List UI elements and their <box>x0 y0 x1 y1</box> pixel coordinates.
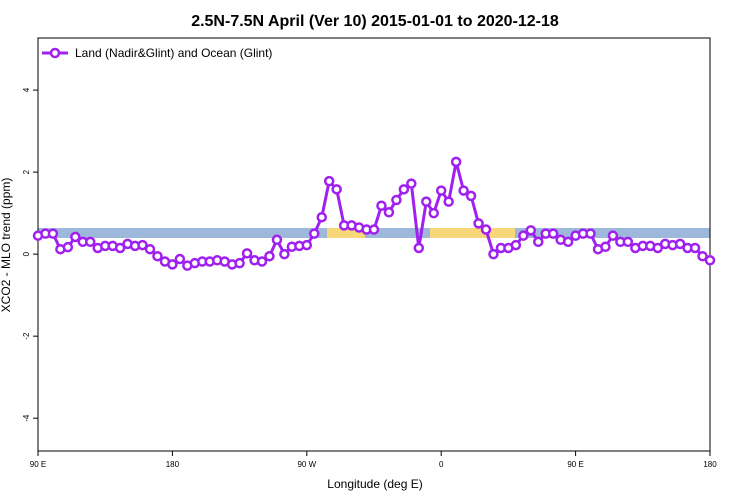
point <box>241 248 253 259</box>
plot-frame <box>37 37 711 452</box>
point <box>533 236 544 248</box>
x-tick-label: 90 E <box>30 460 46 469</box>
land-strip <box>327 228 365 238</box>
point <box>391 194 402 206</box>
chart-title: 2.5N-7.5N April (Ver 10) 2015-01-01 to 2… <box>191 13 559 30</box>
point <box>256 256 268 267</box>
point <box>114 242 126 254</box>
point <box>674 238 686 250</box>
y-axis-label: XCO2 - MLO trend (ppm) <box>0 178 13 313</box>
point <box>152 250 163 262</box>
x-tick-label: 90 W <box>297 460 316 469</box>
point <box>301 239 313 251</box>
point <box>368 224 380 235</box>
point <box>406 178 417 189</box>
point <box>62 241 74 253</box>
point <box>323 175 335 187</box>
x-axis-label: Longitude (deg E) <box>327 477 422 491</box>
point <box>413 242 425 254</box>
point <box>480 224 492 235</box>
point <box>309 228 320 239</box>
x-tick-label: 90 E <box>567 460 583 469</box>
point <box>47 228 59 239</box>
point <box>279 248 290 260</box>
point <box>435 185 447 196</box>
point <box>331 184 342 195</box>
point <box>525 225 537 236</box>
point <box>510 239 522 251</box>
point <box>174 253 186 265</box>
point <box>376 200 387 211</box>
point <box>689 242 701 254</box>
point <box>70 231 81 243</box>
point <box>488 248 499 260</box>
point <box>264 250 275 262</box>
point <box>144 243 156 255</box>
point <box>383 207 395 218</box>
y-tick-label: 2 <box>22 169 31 174</box>
point <box>271 234 283 246</box>
y-tick-label: 0 <box>22 251 31 256</box>
point <box>316 211 327 223</box>
point <box>562 236 574 248</box>
point <box>443 196 454 207</box>
point <box>421 196 432 207</box>
y-tick-label: 4 <box>22 87 31 92</box>
point <box>473 218 484 229</box>
x-tick-label: 180 <box>703 460 717 469</box>
point <box>137 239 148 251</box>
land-strip <box>430 228 515 238</box>
point <box>518 230 529 241</box>
legend-label: Land (Nadir&Glint) and Ocean (Glint) <box>75 46 272 60</box>
point <box>234 257 245 269</box>
point <box>458 185 469 196</box>
y-tick-label: -2 <box>22 332 31 340</box>
x-tick-label: 180 <box>166 460 180 469</box>
point <box>167 259 178 270</box>
point <box>600 241 611 253</box>
point <box>622 236 634 248</box>
point <box>450 156 462 168</box>
point <box>697 250 708 262</box>
point <box>704 255 716 266</box>
point <box>465 190 477 202</box>
point <box>428 207 439 219</box>
y-tick-label: -4 <box>22 414 31 422</box>
point <box>85 236 96 248</box>
point <box>398 184 410 195</box>
point <box>585 228 596 239</box>
point <box>652 242 663 254</box>
point <box>607 230 619 241</box>
legend-marker <box>49 47 61 59</box>
point <box>547 228 559 239</box>
x-tick-label: 0 <box>439 460 444 469</box>
